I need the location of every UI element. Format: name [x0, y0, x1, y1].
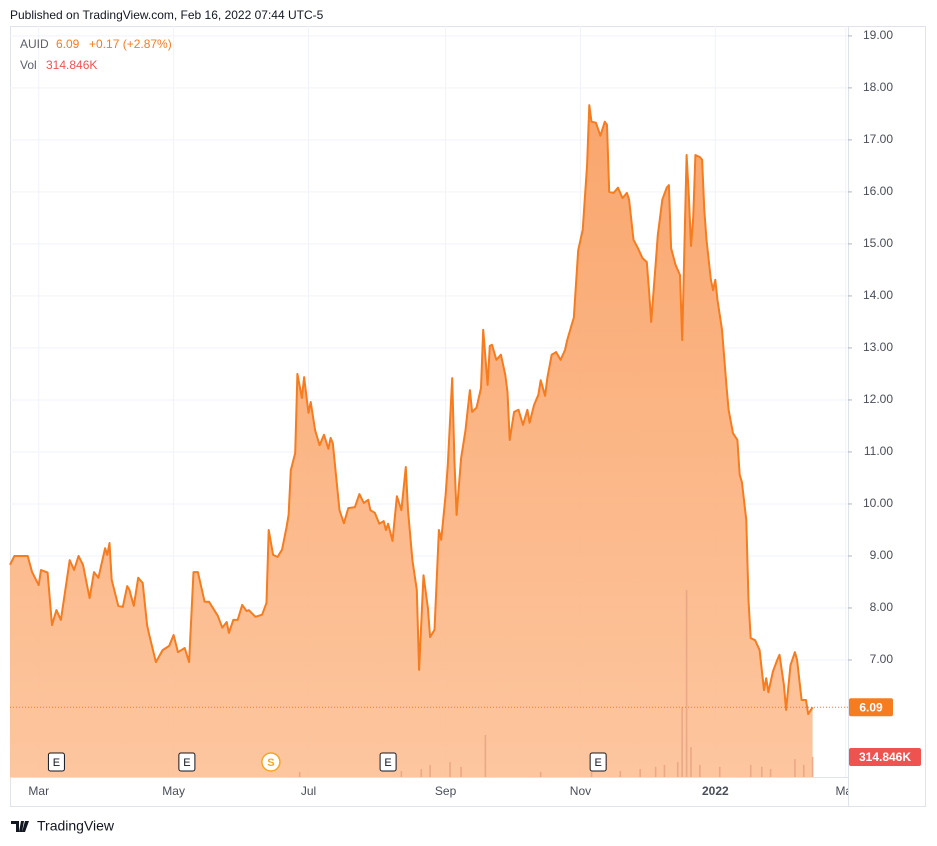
published-header: Published on TradingView.com, Feb 16, 20… — [10, 8, 324, 22]
volume-bar — [449, 762, 451, 777]
price-axis-panel — [848, 27, 925, 806]
last-volume-tag — [849, 747, 921, 766]
y-tick-label: 12.00 — [863, 392, 893, 406]
x-tick-label: 2022 — [702, 784, 729, 798]
volume-bar — [676, 762, 679, 777]
y-tick-label: 14.00 — [863, 288, 893, 302]
last-price-label: 6.09 — [859, 700, 883, 714]
event-badge — [261, 752, 281, 772]
volume-bar — [654, 766, 657, 777]
volume-bar — [749, 764, 752, 777]
y-tick-label: 18.00 — [863, 80, 893, 94]
event-badge — [178, 752, 196, 772]
volume-bar — [420, 769, 423, 777]
x-tick-label: Nov — [570, 784, 591, 798]
x-tick-label: Sep — [435, 784, 457, 798]
event-marker: E — [379, 752, 397, 772]
event-marker: E — [47, 752, 65, 772]
y-tick-label: 16.00 — [863, 184, 893, 198]
x-tick-label: Jul — [301, 784, 316, 798]
event-marker: E — [589, 752, 607, 772]
volume-bar — [699, 764, 701, 777]
y-tick-label: 17.00 — [863, 132, 893, 146]
volume-bar — [769, 769, 772, 777]
legend-volume-name: Vol — [20, 58, 37, 72]
volume-bar — [760, 766, 763, 777]
legend-price: 6.09 — [56, 37, 80, 51]
volume-bar — [400, 770, 403, 777]
event-label: E — [594, 757, 601, 769]
y-tick-label: 10.00 — [863, 496, 893, 510]
legend-change: +0.17 (+2.87%) — [89, 37, 172, 51]
y-tick-label: 19.00 — [863, 28, 893, 42]
volume-bar — [539, 771, 542, 777]
event-label: E — [384, 757, 391, 769]
plot — [9, 104, 848, 778]
volume-bar — [298, 771, 301, 777]
event-label: E — [53, 757, 60, 769]
y-tick-label: 11.00 — [864, 444, 893, 458]
volume-bar — [690, 747, 692, 777]
event-label: S — [267, 757, 274, 769]
volume-bar — [590, 769, 593, 777]
volume-bar — [802, 764, 805, 777]
legend-volume: 314.846K — [46, 58, 97, 72]
event-label: E — [183, 757, 190, 769]
y-tick-label: 15.00 — [863, 236, 893, 250]
volume-bar — [663, 764, 666, 777]
y-tick-label: 9.00 — [870, 548, 894, 562]
tradingview-logo — [11, 821, 29, 832]
price-line — [9, 104, 814, 716]
volume-bar — [639, 769, 641, 777]
volume-bar — [685, 589, 688, 777]
volume-bar — [429, 764, 431, 777]
volume-bar — [718, 766, 721, 777]
volume-bar — [794, 759, 796, 777]
y-tick-label: 7.00 — [870, 652, 894, 666]
volume-bar — [460, 766, 462, 777]
y-tick-label: 8.00 — [870, 600, 894, 614]
event-marker: S — [261, 752, 281, 772]
y-tick-label: 13.00 — [863, 340, 893, 354]
last-volume-label: 314.846K — [859, 750, 911, 764]
legend-symbol: AUID — [20, 37, 49, 51]
footer-brand: TradingView — [37, 818, 115, 834]
volume-bar — [484, 734, 487, 777]
volume-bar — [681, 706, 683, 777]
event-badge — [589, 752, 607, 772]
volume-bar — [619, 770, 622, 777]
event-badge — [47, 752, 65, 772]
volume-bar — [811, 756, 814, 777]
x-tick-label: May — [162, 784, 185, 798]
price-area — [10, 105, 813, 778]
event-badge — [379, 752, 397, 772]
x-tick-label: Mar — [28, 784, 49, 798]
event-marker: E — [178, 752, 196, 772]
last-price-tag — [849, 698, 893, 717]
